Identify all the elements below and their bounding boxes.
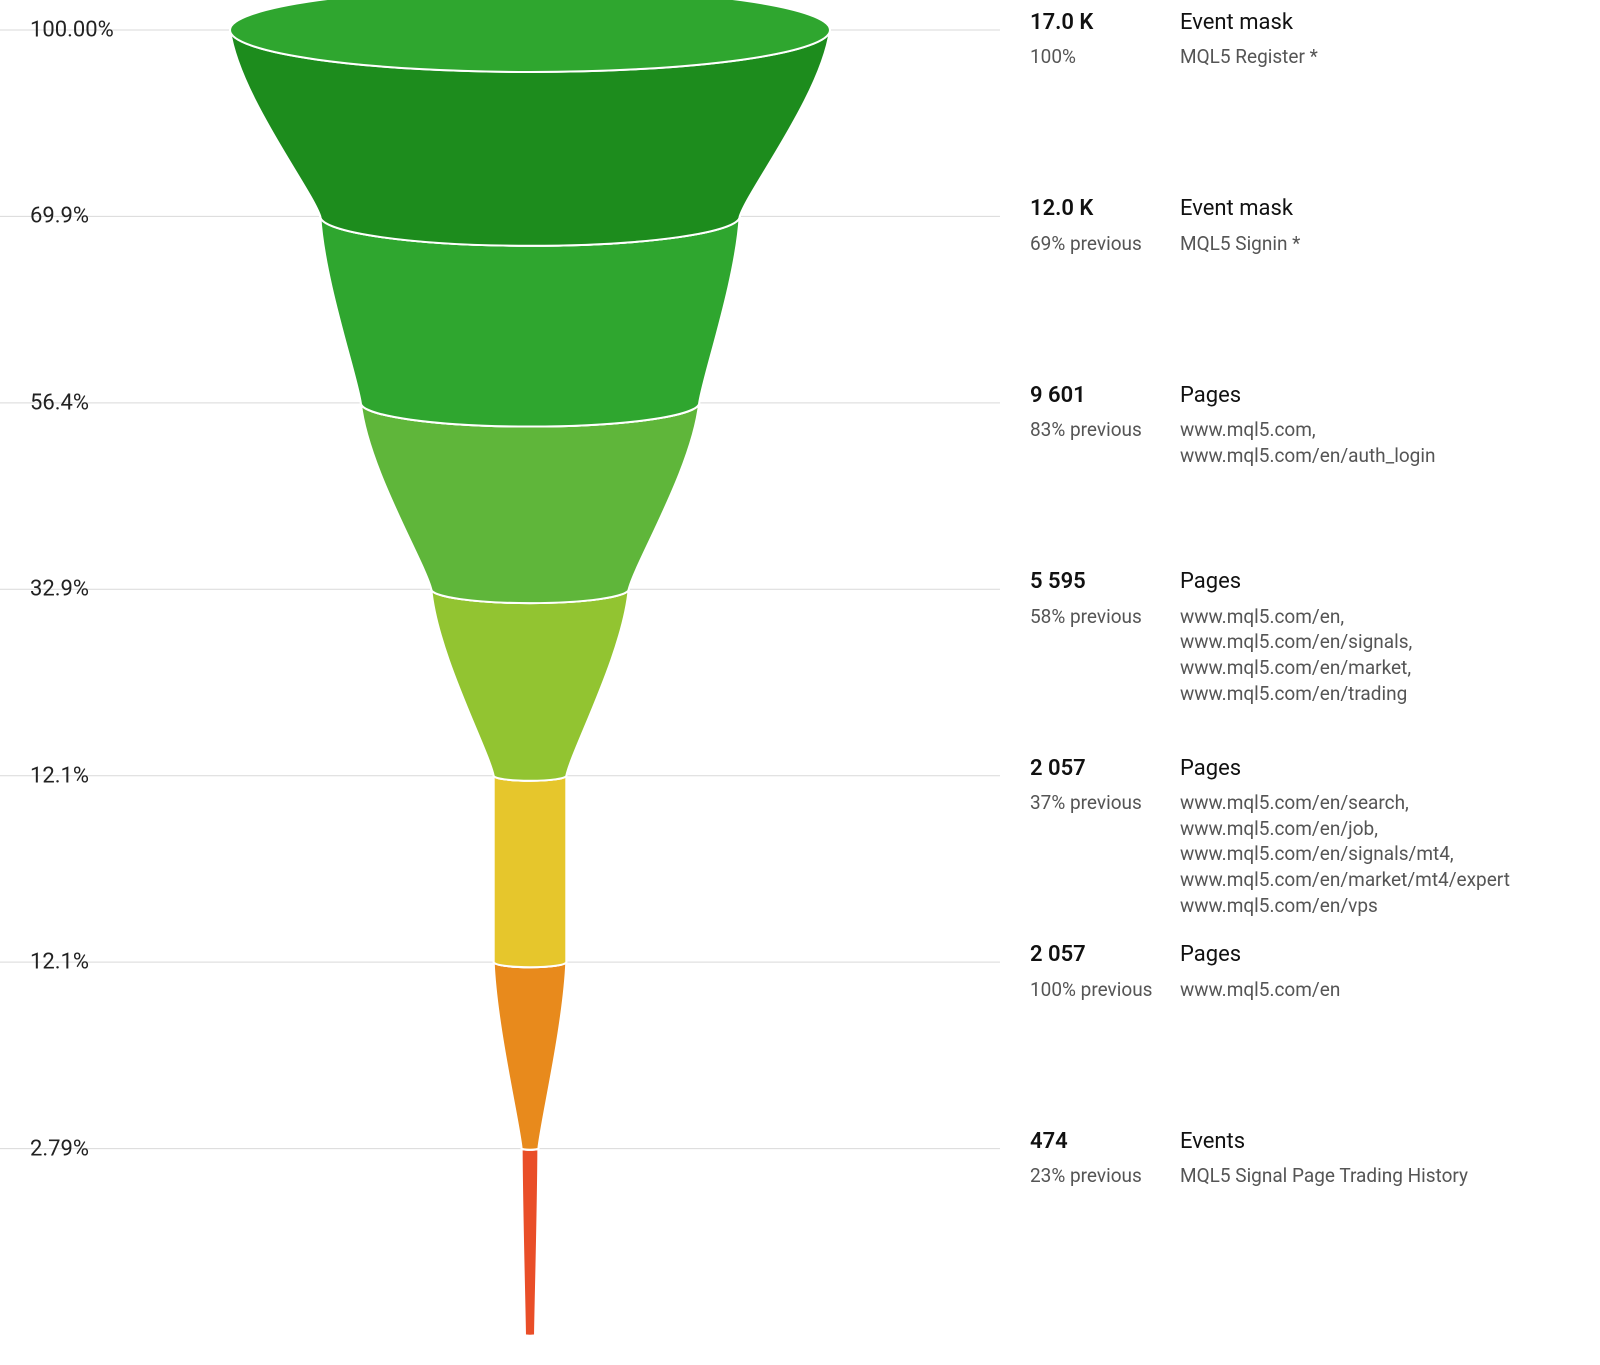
pct-label: 56.4% <box>0 390 140 415</box>
step-count: 2 057 <box>1030 942 1180 968</box>
step-count: 12.0 K <box>1030 196 1180 222</box>
step-desc: MQL5 Signal Page Trading History <box>1180 1163 1590 1189</box>
step-info: 12.0 K 69% previous Event mask MQL5 Sign… <box>1030 196 1590 256</box>
pct-label: 32.9% <box>0 577 140 602</box>
step-rel: 100% <box>1030 44 1180 70</box>
step-info: 17.0 K 100% Event mask MQL5 Register * <box>1030 10 1590 70</box>
step-info: 474 23% previous Events MQL5 Signal Page… <box>1030 1129 1590 1189</box>
step-count: 474 <box>1030 1129 1180 1155</box>
step-desc: MQL5 Signin * <box>1180 231 1590 257</box>
step-count: 2 057 <box>1030 756 1180 782</box>
step-count: 17.0 K <box>1030 10 1180 36</box>
step-rel: 37% previous <box>1030 790 1180 816</box>
step-count: 5 595 <box>1030 569 1180 595</box>
step-desc: www.mql5.com/en, www.mql5.com/en/signals… <box>1180 604 1590 707</box>
pct-label: 12.1% <box>0 950 140 975</box>
step-title: Pages <box>1180 942 1590 968</box>
step-desc: MQL5 Register * <box>1180 44 1590 70</box>
step-desc: www.mql5.com, www.mql5.com/en/auth_login <box>1180 417 1590 468</box>
step-title: Pages <box>1180 756 1590 782</box>
step-count: 9 601 <box>1030 383 1180 409</box>
funnel-chart-container: { "chart": { "type": "funnel-3d", "width… <box>0 0 1600 1365</box>
step-info: 9 601 83% previous Pages www.mql5.com, w… <box>1030 383 1590 469</box>
step-info: 2 057 100% previous Pages www.mql5.com/e… <box>1030 942 1590 1002</box>
step-rel: 83% previous <box>1030 417 1180 443</box>
pct-label: 2.79% <box>0 1136 140 1161</box>
step-title: Event mask <box>1180 196 1590 222</box>
step-info: 5 595 58% previous Pages www.mql5.com/en… <box>1030 569 1590 706</box>
pct-label: 100.00% <box>0 18 140 43</box>
step-title: Events <box>1180 1129 1590 1155</box>
step-desc: www.mql5.com/en/search, www.mql5.com/en/… <box>1180 790 1590 918</box>
step-rel: 23% previous <box>1030 1163 1180 1189</box>
step-rel: 69% previous <box>1030 231 1180 257</box>
step-title: Pages <box>1180 383 1590 409</box>
step-title: Pages <box>1180 569 1590 595</box>
step-desc: www.mql5.com/en <box>1180 977 1590 1003</box>
step-rel: 58% previous <box>1030 604 1180 630</box>
step-title: Event mask <box>1180 10 1590 36</box>
step-info: 2 057 37% previous Pages www.mql5.com/en… <box>1030 756 1590 919</box>
pct-label: 12.1% <box>0 763 140 788</box>
pct-label: 69.9% <box>0 204 140 229</box>
step-rel: 100% previous <box>1030 977 1180 1003</box>
